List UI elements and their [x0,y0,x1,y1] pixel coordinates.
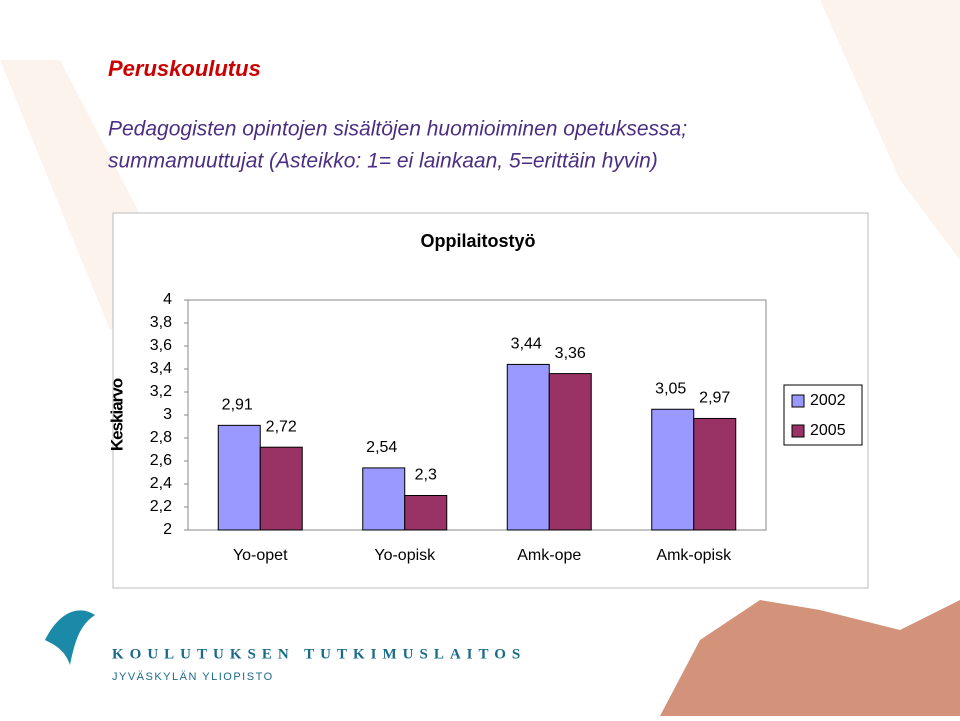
bar [693,417,737,531]
y-tick-label: 3,4 [150,360,172,377]
building-photo [660,600,960,716]
x-tick-label: Yo-opet [233,547,288,564]
y-tick-label: 3,6 [150,337,172,354]
x-tick-label: Amk-ope [517,547,581,564]
y-tick-label: 2,6 [150,452,172,469]
value-label: 3,36 [555,345,586,362]
y-tick-label: 2 [163,521,172,538]
institute: KOULUTUKSEN TUTKIMUSLAITOS [112,646,526,662]
y-tick-label: 2,2 [150,498,172,515]
logo [45,610,95,665]
value-label: 2,3 [415,467,437,484]
legend-label: 2002 [810,392,846,409]
subtitle: summamuuttujat (Asteikko: 1= ei lainkaan… [108,150,658,173]
bar [217,424,261,531]
value-label: 2,72 [266,418,297,435]
y-tick-label: 3,8 [150,314,172,331]
y-tick-label: 4 [163,291,172,308]
y-tick-label: 2,4 [150,475,172,492]
x-tick-label: Yo-opisk [374,547,436,564]
bar [651,408,695,531]
value-label: 3,44 [511,336,542,353]
bar [362,467,406,531]
y-tick-label: 2,8 [150,429,172,446]
bar [506,363,550,531]
x-tick-label: Amk-opisk [656,547,732,564]
university: JYVÄSKYLÄN YLIOPISTO [112,671,274,683]
slide-title: Peruskoulutus [108,56,261,81]
chart-title: Oppilaitostyö [420,231,535,251]
y-axis-label: Keskiarvo [107,378,126,451]
value-label: 2,54 [366,439,397,456]
bar [404,495,448,531]
subtitle: Pedagogisten opintojen sisältöjen huomio… [108,118,687,141]
legend-label: 2005 [810,422,846,439]
bar [548,373,592,531]
legend-swatch [791,394,805,408]
legend-swatch [791,424,805,438]
value-label: 2,91 [222,397,253,414]
y-tick-label: 3 [163,406,172,423]
value-label: 2,97 [699,390,730,407]
value-label: 3,05 [655,380,686,397]
y-tick-label: 3,2 [150,383,172,400]
bar [259,446,303,531]
bg-shape [820,0,960,260]
